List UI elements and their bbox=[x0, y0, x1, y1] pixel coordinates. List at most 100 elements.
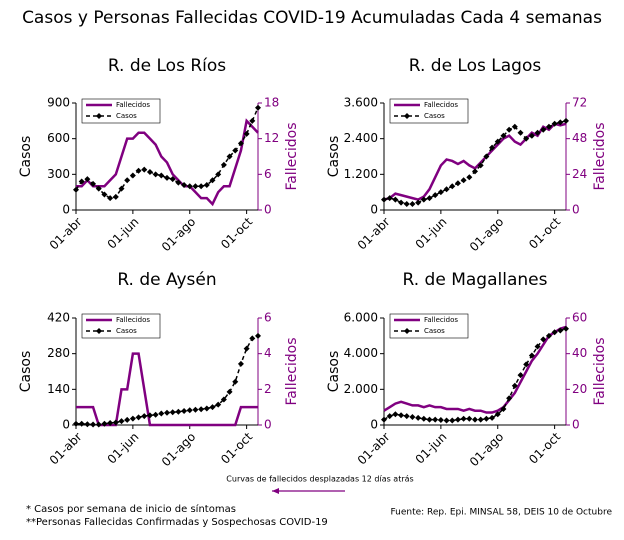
panel-title: R. de Aysén bbox=[117, 270, 216, 290]
marker bbox=[84, 421, 91, 428]
marker bbox=[392, 411, 399, 418]
marker bbox=[426, 195, 433, 202]
marker bbox=[84, 176, 91, 183]
y-tick-label: 280 bbox=[47, 346, 70, 360]
marker bbox=[107, 419, 114, 426]
x-tick-label: 01-ago bbox=[159, 215, 199, 255]
marker bbox=[381, 416, 387, 423]
marker bbox=[534, 343, 541, 350]
marker bbox=[426, 416, 433, 423]
marker bbox=[500, 405, 507, 412]
marker bbox=[255, 104, 261, 111]
marker bbox=[420, 415, 427, 422]
marker bbox=[545, 123, 552, 130]
marker bbox=[129, 172, 136, 179]
marker bbox=[534, 129, 541, 136]
marker bbox=[152, 411, 159, 418]
marker bbox=[146, 412, 153, 419]
y-tick-label: 2.000 bbox=[344, 382, 378, 396]
y-axis-label: Casos bbox=[18, 136, 34, 178]
marker bbox=[78, 178, 85, 185]
x-tick-label: 01-jun bbox=[105, 215, 142, 252]
chart-title: Casos y Personas Fallecidas COVID-19 Acu… bbox=[22, 8, 602, 28]
marker bbox=[477, 416, 484, 423]
marker bbox=[551, 329, 558, 336]
x-tick-label: 01-oct bbox=[218, 429, 255, 466]
marker bbox=[95, 185, 102, 192]
marker bbox=[164, 174, 170, 181]
marker bbox=[432, 192, 439, 199]
marker bbox=[124, 416, 131, 423]
y2-tick-label: 24 bbox=[572, 167, 587, 181]
legend-label: Fallecidos bbox=[424, 101, 458, 109]
legend-label: Casos bbox=[424, 112, 445, 120]
footnote: **Personas Fallecidas Confirmadas y Sosp… bbox=[26, 517, 328, 528]
series-line bbox=[75, 107, 259, 199]
marker bbox=[90, 421, 97, 428]
marker bbox=[209, 177, 216, 184]
marker bbox=[386, 413, 393, 420]
marker bbox=[517, 129, 524, 136]
x-tick-label: 01-oct bbox=[526, 214, 563, 251]
marker bbox=[557, 119, 564, 126]
marker bbox=[215, 171, 222, 178]
marker bbox=[226, 153, 233, 160]
y-tick-label: 2.400 bbox=[344, 131, 378, 145]
series-line bbox=[76, 352, 258, 427]
marker bbox=[164, 409, 170, 416]
y2-tick-label: 0 bbox=[572, 418, 580, 432]
marker bbox=[124, 177, 131, 184]
marker bbox=[73, 186, 79, 193]
y2-tick-label: 0 bbox=[264, 203, 272, 217]
marker bbox=[466, 415, 473, 422]
x-tick-label: 01-abr bbox=[47, 430, 85, 468]
marker bbox=[403, 201, 410, 208]
marker bbox=[186, 183, 193, 190]
marker bbox=[523, 361, 530, 368]
marker bbox=[135, 167, 142, 174]
y2-tick-label: 40 bbox=[572, 346, 587, 360]
marker bbox=[226, 388, 233, 395]
y-axis-label: Casos bbox=[326, 136, 342, 178]
marker bbox=[249, 117, 256, 124]
y2-tick-label: 2 bbox=[264, 382, 272, 396]
marker bbox=[409, 413, 416, 420]
legend-box bbox=[389, 98, 469, 124]
x-tick-label: 01-jun bbox=[105, 430, 142, 467]
y-tick-label: 0 bbox=[62, 203, 70, 217]
marker bbox=[135, 414, 142, 421]
marker bbox=[517, 372, 524, 379]
marker bbox=[169, 176, 176, 183]
marker bbox=[437, 189, 444, 196]
marker bbox=[392, 196, 399, 203]
marker bbox=[386, 195, 393, 202]
marker bbox=[454, 180, 461, 187]
marker bbox=[489, 144, 496, 151]
marker bbox=[415, 414, 422, 421]
marker bbox=[175, 179, 182, 186]
y-axis-label: Casos bbox=[326, 351, 342, 393]
legend-label: Fallecidos bbox=[116, 316, 150, 324]
y2-tick-label: 12 bbox=[264, 131, 279, 145]
marker bbox=[152, 171, 159, 178]
series-line bbox=[383, 325, 567, 414]
marker bbox=[129, 415, 136, 422]
legend-marker bbox=[404, 328, 410, 334]
marker bbox=[437, 417, 444, 424]
y2-tick-label: 48 bbox=[572, 131, 587, 145]
marker bbox=[511, 382, 518, 389]
marker bbox=[237, 140, 244, 147]
marker bbox=[192, 183, 199, 190]
y2-tick-label: 6 bbox=[264, 167, 272, 181]
y-tick-label: 0 bbox=[62, 418, 70, 432]
x-tick-label: 01-ago bbox=[467, 430, 507, 470]
y-tick-label: 6.000 bbox=[344, 311, 378, 325]
marker bbox=[381, 196, 387, 203]
marker bbox=[209, 404, 216, 411]
marker bbox=[432, 416, 439, 423]
y2-tick-label: 72 bbox=[572, 96, 587, 110]
y-tick-label: 3.600 bbox=[344, 96, 378, 110]
y-tick-label: 900 bbox=[47, 96, 70, 110]
marker bbox=[403, 413, 410, 420]
marker bbox=[472, 416, 478, 423]
